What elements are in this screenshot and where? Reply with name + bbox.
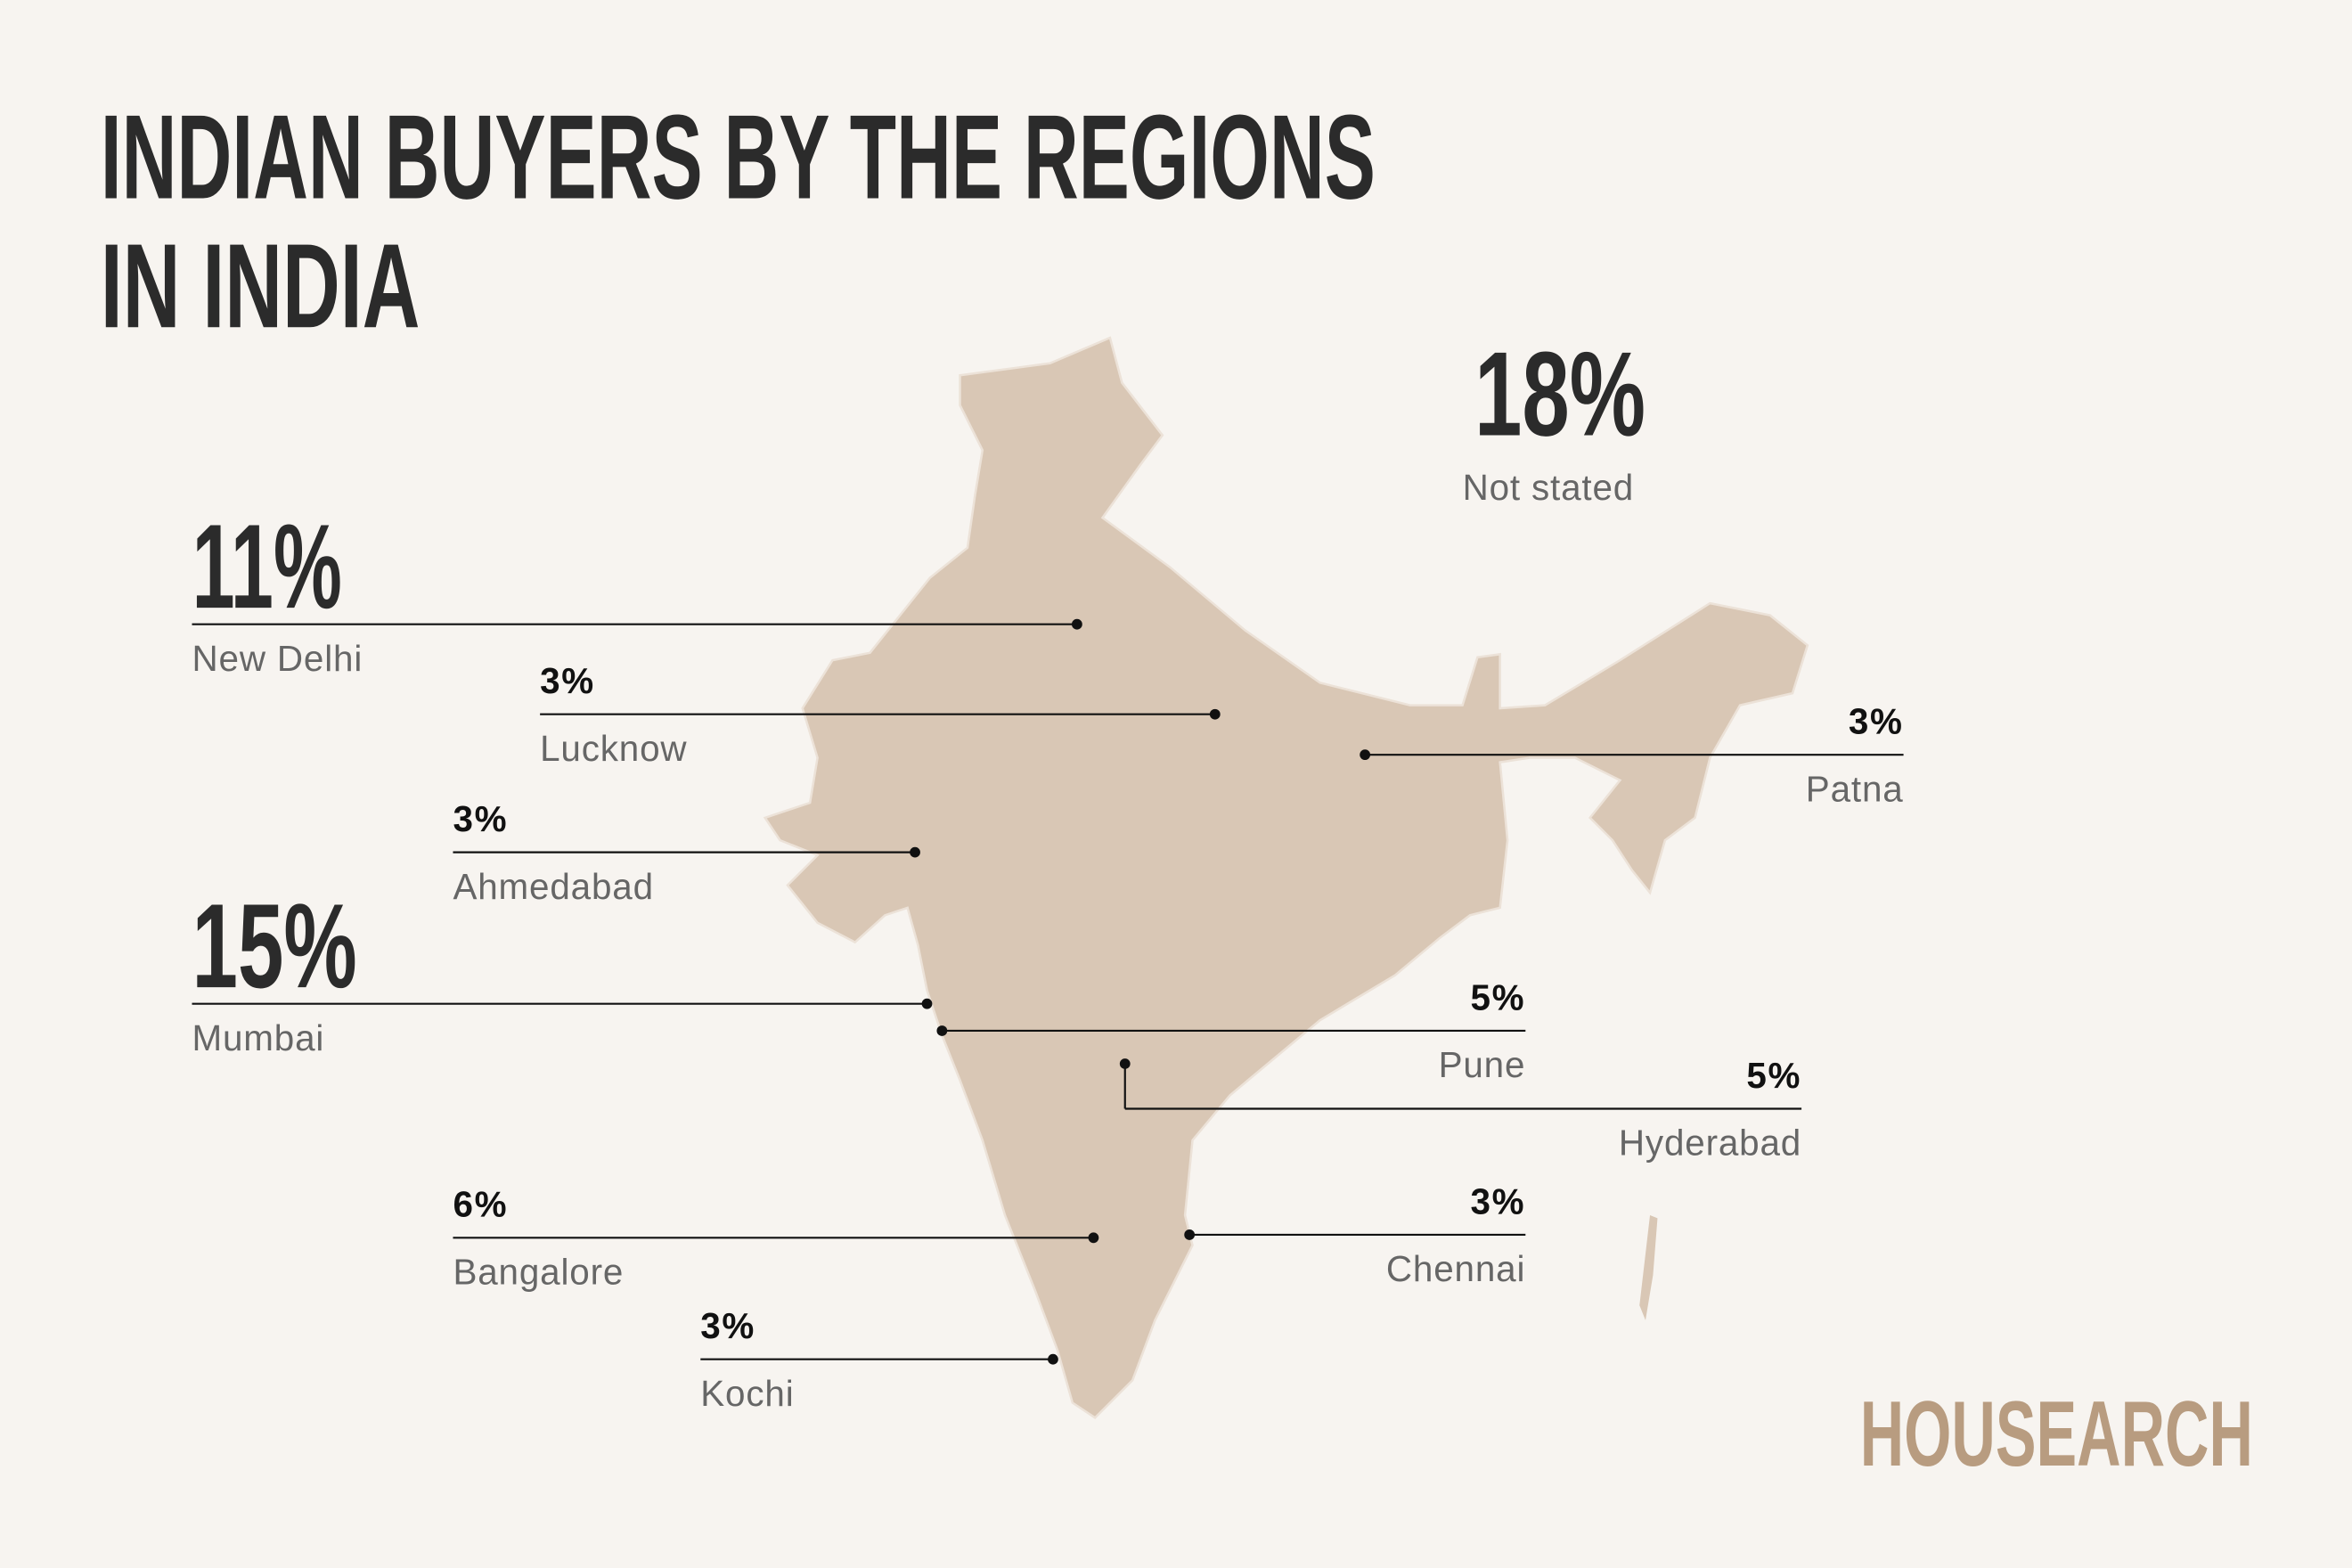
city-dot	[1360, 749, 1371, 761]
city-share: 3%	[540, 660, 595, 701]
city-name: Hyderabad	[1619, 1123, 1801, 1164]
city-name: Bangalore	[453, 1252, 624, 1293]
city-dot	[936, 1025, 948, 1036]
title-line: INDIAN BUYERS BY THE REGIONS	[101, 90, 1376, 225]
city-dot	[1184, 1229, 1196, 1240]
brand: HOUSEARCH	[1860, 1383, 2253, 1486]
city-dot	[1071, 618, 1082, 630]
not-stated-label: Not stated	[1463, 467, 1635, 508]
city-name: Kochi	[700, 1373, 794, 1414]
city-share: 5%	[1746, 1055, 1801, 1096]
city-dot	[921, 998, 933, 1009]
city-share: 5%	[1471, 976, 1526, 1017]
city-dot	[1088, 1232, 1099, 1244]
title-line: IN INDIA	[101, 218, 421, 353]
city-name: Mumbai	[192, 1017, 325, 1058]
city-share: 3%	[700, 1305, 755, 1346]
india-map	[763, 336, 1809, 1419]
city-callouts: 11% New Delhi 3% Lucknow 3% Ahmedabad 15%Mumba…	[192, 499, 1904, 1414]
city-share: 11%	[192, 499, 342, 633]
island-outline	[1639, 1215, 1658, 1320]
city-name: Pune	[1439, 1044, 1526, 1085]
not-stated-share: 18%	[1474, 327, 1646, 461]
city-dot	[910, 846, 920, 858]
city-name: Chennai	[1386, 1248, 1525, 1289]
city-dot	[1048, 1353, 1058, 1365]
city-share: 3%	[1471, 1180, 1526, 1221]
city-name: Patna	[1806, 768, 1904, 809]
city-name: Lucknow	[540, 728, 687, 769]
city-dot	[1119, 1058, 1131, 1069]
city-dot	[1209, 708, 1221, 720]
city-share: 3%	[1849, 701, 1904, 742]
city-name: Ahmedabad	[453, 866, 653, 907]
city-share: 15%	[192, 878, 357, 1013]
city-share: 3%	[453, 798, 508, 839]
city-share: 6%	[453, 1184, 508, 1225]
city-name: New Delhi	[192, 638, 363, 679]
